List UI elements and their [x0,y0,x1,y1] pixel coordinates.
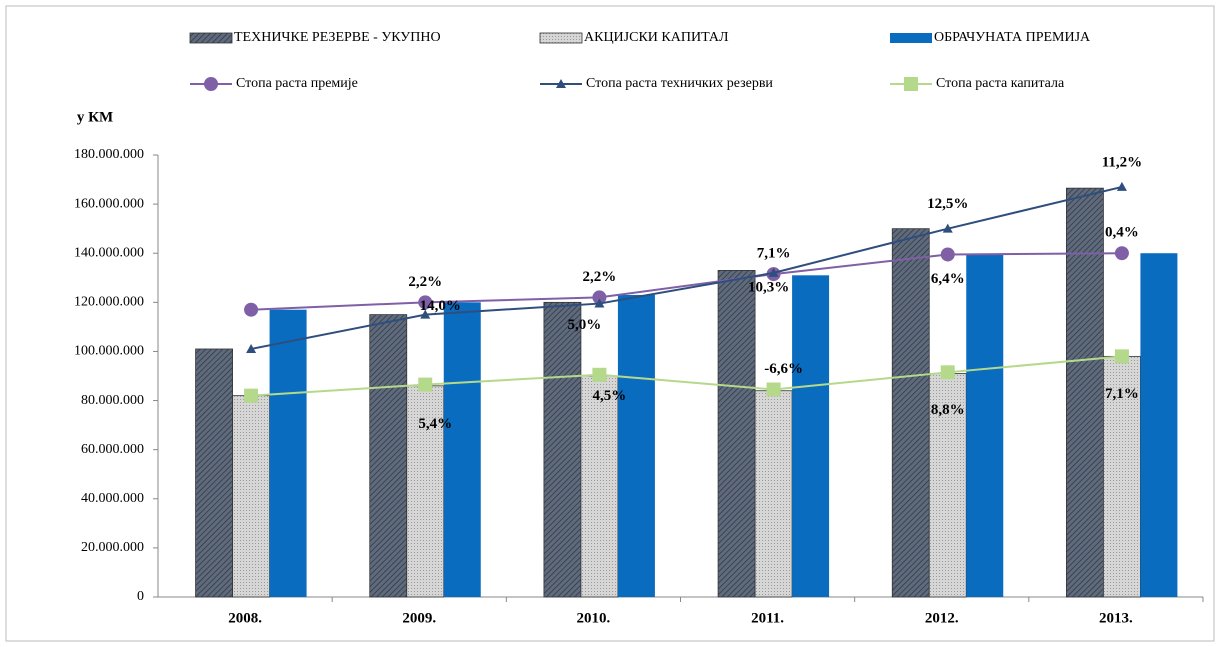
bar [406,385,445,598]
y-tick-label: 60.000.000 [81,442,144,457]
x-tick-label: 2009. [402,610,436,626]
line [251,355,1123,397]
bar [617,294,655,597]
data-label: 6,4% [931,271,965,287]
frame [5,5,1215,642]
bar [443,302,481,597]
y-tick-label: 0 [137,589,144,604]
line-marker [418,377,433,392]
data-label: 5,4% [418,416,452,432]
line [251,252,1122,311]
data-label: 10,3% [748,279,789,295]
data-label: 8,8% [931,402,965,418]
bar [1066,187,1104,598]
bar [232,395,270,598]
line-marker [766,382,781,397]
bar [792,275,830,597]
line-marker [418,295,433,310]
y-tick-label: 20.000.000 [81,540,144,555]
bar [269,309,307,597]
legend-label: ТЕХНИЧКЕ РЕЗЕРВЕ - УКУПНО [234,30,441,45]
y-tick-label: 160.000.000 [74,196,144,211]
legend-label: АКЦИЈСКИ КАПИТАЛ [584,30,729,45]
data-label: 7,1% [757,246,791,262]
line-marker [940,247,955,262]
line-marker [420,309,431,319]
line-marker [1116,181,1127,191]
line-marker [592,367,607,382]
data-label: 2,2% [408,274,442,290]
y-tick-label: 100.000.000 [74,344,144,359]
line-marker [204,77,218,91]
line-marker [592,290,607,305]
line-marker [246,343,257,353]
y-tick-label: 140.000.000 [74,245,144,260]
line-marker [1114,246,1129,261]
bar [369,314,408,598]
data-label: 2,2% [583,269,617,285]
x-tick-label: 2013. [1099,610,1133,626]
legend-label: Стопа раста техничких резерви [586,76,773,91]
bar [717,270,756,598]
line [250,185,1123,350]
data-label: 12,5% [927,196,968,212]
bar [1140,253,1178,597]
line-marker [768,267,779,277]
bar [891,228,930,598]
data-label: 14,0% [420,298,461,314]
legend-swatch [539,32,583,44]
bar [195,348,233,598]
y-tick-label: 120.000.000 [74,295,144,310]
data-label: 4,5% [593,388,627,404]
legend-label: Стопа раста премије [236,76,358,91]
bar [543,301,582,598]
bar [928,373,967,598]
data-label: 5,0% [568,317,602,333]
x-tick-label: 2008. [228,610,262,626]
data-label: -6,6% [764,361,803,377]
x-tick-label: 2012. [925,610,959,626]
data-label: 0,4% [1105,225,1139,241]
line-marker [244,302,259,317]
line-marker [1114,349,1129,364]
data-label: 7,1% [1105,386,1139,402]
data-label: 11,2% [1102,154,1142,170]
y-tick-label: 80.000.000 [81,393,144,408]
line-marker [556,79,566,88]
bar [754,390,793,598]
legend-label: ОБРАЧУНАТА ПРЕМИЈА [934,30,1091,45]
bar [966,254,1004,597]
y-tick-label: 180.000.000 [74,147,144,162]
x-tick-label: 2010. [577,610,611,626]
line-marker [244,388,259,403]
line-marker [942,223,953,233]
y-axis-label: у КМ [77,109,113,125]
bar [580,375,619,598]
bar [1103,355,1141,598]
legend-label: Стопа раста капитала [936,76,1065,91]
line-marker [940,365,955,380]
y-tick-label: 40.000.000 [81,491,144,506]
line-marker [904,77,918,91]
x-tick-label: 2011. [751,610,784,626]
legend-swatch [890,33,932,43]
line-marker [594,298,605,308]
legend-swatch [189,32,233,44]
